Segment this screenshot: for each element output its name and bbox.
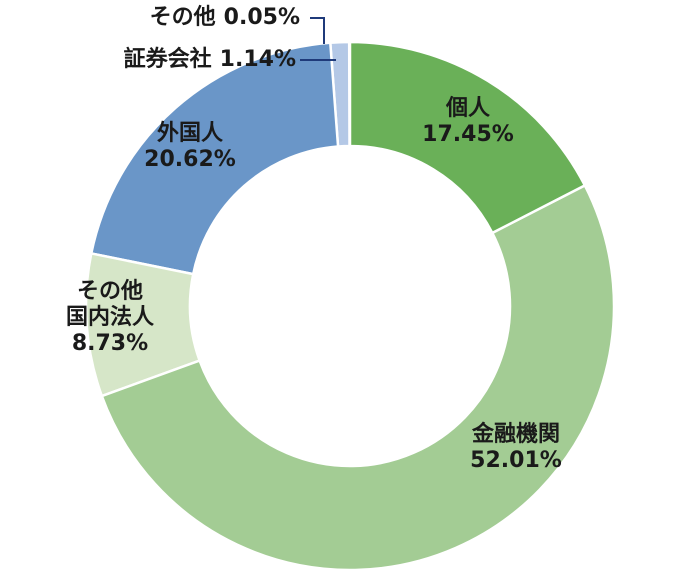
slice-label: その他 国内法人 8.73% [66, 279, 154, 357]
category-label: 外国人 [156, 121, 224, 146]
value-label: 8.73% [71, 331, 149, 356]
value-label: 52.01% [470, 448, 562, 473]
category-label: その他 [149, 5, 216, 30]
category-label: 個人 [445, 96, 491, 121]
slice-label: 外国人 20.62% [144, 121, 236, 173]
value-label: 17.45% [422, 122, 514, 147]
donut-slice [84, 251, 202, 398]
category-label: 証券会社 [123, 47, 212, 72]
leader-line [310, 17, 325, 44]
slice-label: 金融機関 52.01% [470, 422, 562, 474]
slice-label: 個人 17.45% [422, 96, 514, 148]
donut-slice [348, 40, 587, 235]
slice-label: 証券会社 1.14% [116, 47, 296, 73]
value-label: 1.14% [219, 47, 296, 72]
value-label: 0.05% [223, 5, 300, 30]
value-label: 20.62% [144, 147, 236, 172]
donut-slice [100, 183, 616, 572]
category-label: その他 国内法人 [65, 279, 155, 330]
donut-slice [89, 41, 340, 276]
category-label: 金融機関 [471, 422, 561, 447]
slice-label: その他 0.05% [142, 5, 300, 31]
